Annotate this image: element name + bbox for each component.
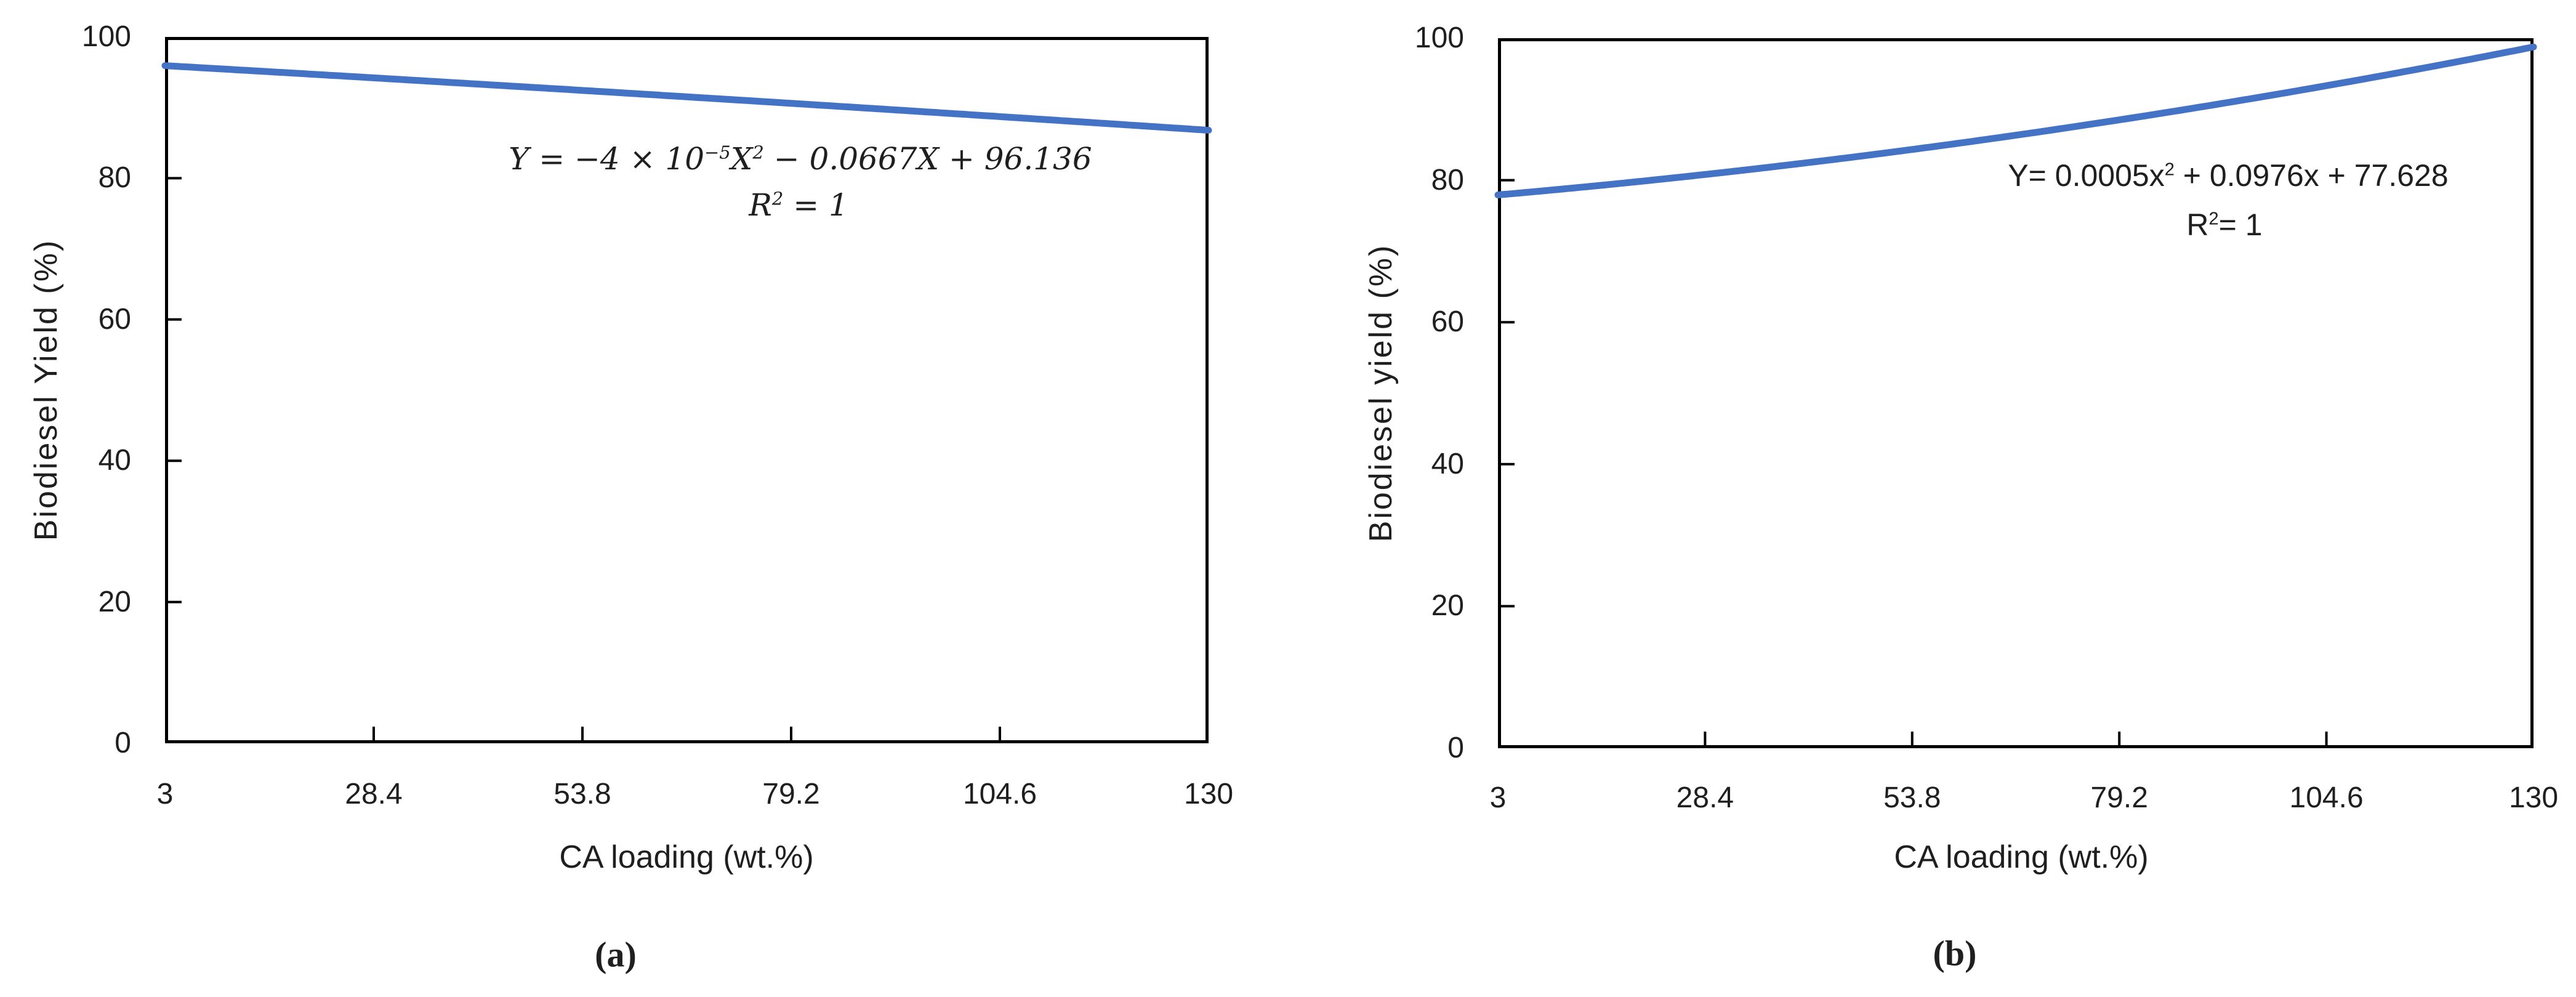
axis-border [1498,38,2534,748]
x-axis-title: CA loading (wt.%) [559,839,814,875]
x-tick-label: 28.4 [1676,781,1734,814]
y-axis-title: Biodiesel Yield (%) [28,238,64,541]
equation-text: R [749,187,772,223]
superscript: 2 [771,188,784,209]
superscript: 2 [2164,159,2175,180]
r-squared-label: R2 = 1 [749,187,848,223]
equation-text: − 0.0667X + 96.136 [763,141,1092,177]
trend-line [1494,43,2537,198]
y-tick-label: 20 [1431,589,1464,623]
x-tick-label: 53.8 [553,778,611,810]
y-tick-label: 40 [98,444,131,477]
axis-border [165,37,1209,743]
r-squared-label: R2= 1 [2186,207,2262,243]
equation-text: X [730,141,753,177]
equation-text: Y = −4 × 10 [509,141,705,177]
equation-text: R [2186,208,2209,242]
x-tick-label: 130 [2508,781,2559,814]
x-tick-label: 79.2 [762,778,820,810]
y-tick-label: 100 [81,20,131,53]
y-tick-label: 40 [1431,447,1464,480]
panel-caption: (b) [1933,933,1977,974]
trendline-equation: Y = −4 × 10−5X2 − 0.0667X + 96.136 [509,141,1092,177]
equation-text: + 0.0976x + 77.628 [2174,158,2449,193]
y-tick-label: 80 [1431,163,1464,196]
y-tick-label: 60 [1431,305,1464,339]
equation-text: = 1 [2218,208,2263,242]
x-axis-title: CA loading (wt.%) [1894,839,2149,875]
x-tick-label: 104.6 [2289,781,2364,814]
x-tick-label: 130 [1183,778,1234,810]
x-tick-label: 53.8 [1883,781,1941,814]
y-tick-label: 80 [98,161,131,195]
superscript: 2 [2208,209,2219,229]
y-tick-label: 100 [1414,22,1464,54]
trendline-equation: Y= 0.0005x2 + 0.0976x + 77.628 [2008,158,2448,193]
x-tick-label: 104.6 [962,778,1037,810]
superscript: −5 [704,142,731,163]
y-axis-title: Biodiesel yield (%) [1363,243,1399,543]
x-tick-label: 79.2 [2090,781,2148,814]
trend-line [161,62,1212,134]
panel-caption: (a) [595,934,637,975]
superscript: 2 [752,142,764,163]
y-tick-label: 20 [98,585,131,618]
x-tick-label: 3 [156,778,174,810]
equation-text: = 1 [783,187,848,223]
y-tick-label: 0 [1447,732,1464,764]
x-tick-label: 3 [1489,781,1507,814]
x-tick-label: 28.4 [345,778,403,810]
equation-text: Y= 0.0005x [2008,158,2165,193]
y-tick-label: 0 [115,727,131,759]
y-tick-label: 60 [98,302,131,336]
